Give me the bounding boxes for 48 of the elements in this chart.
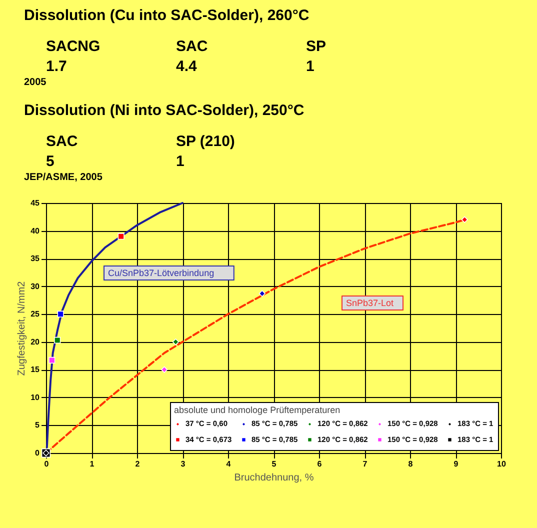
y-tick-label: 15 [30,365,40,374]
point [461,216,468,223]
category-label: SAC [46,133,78,150]
category-label: SAC [176,38,208,55]
y-tick-label: 35 [30,254,40,264]
text: JEP/ASME, 2005 [24,172,103,183]
x-tick-label: 1 [90,460,95,468]
x-tick-label: 7 [362,460,368,468]
category-label: SP (210) [176,133,235,150]
category-label: SP [306,38,326,55]
x-tick-label: 8 [408,460,414,468]
y-tick-label: 45 [30,198,40,208]
point [172,338,179,346]
text: 2005 [24,77,47,88]
point [48,356,56,364]
data-label: 1.7 [46,58,67,75]
point [54,336,61,344]
text: Dissolution (Cu into SAC-Solder), 260°C [24,7,310,24]
x-tick-label: 2 [135,460,140,468]
y-tick-label: 10 [30,392,40,402]
annotation: SnPb37-Lot [346,298,394,308]
data-label: 1 [306,58,314,75]
x-tick-label: 9 [454,460,459,468]
x-tick-label: 3 [180,460,186,468]
y-tick-label: 5 [35,420,40,430]
point [57,310,64,318]
annotation: Cu/SnPb37-Lötverbindung [108,268,214,278]
data-label: 4.4 [176,58,198,75]
x-tick-label: 10 [497,460,506,468]
x-tick-label: 5 [272,460,277,468]
x-axis-title: Bruchdehnung, % [234,472,314,484]
y-axis-title: Zugfestigkeit, N/mm2 [16,280,28,376]
point [160,366,168,373]
point [118,233,124,240]
y-tick-label: 25 [30,310,40,319]
category-label: SACNG [46,38,100,55]
data-label: 5 [46,153,54,170]
x-tick-label: 0 [44,460,50,468]
x-tick-label: 4 [226,460,232,468]
data-label: 1 [176,153,184,170]
legend-title: absolute und homologe Prüftemperaturen [174,405,340,415]
text: Dissolution (Ni into SAC-Solder), 250°C [24,102,304,119]
point [258,290,266,297]
x-tick-label: 6 [317,460,322,468]
y-tick-label: 0 [35,448,40,458]
y-tick-label: 40 [30,226,40,236]
y-tick-label: 20 [30,337,40,346]
y-tick-label: 30 [30,282,40,291]
